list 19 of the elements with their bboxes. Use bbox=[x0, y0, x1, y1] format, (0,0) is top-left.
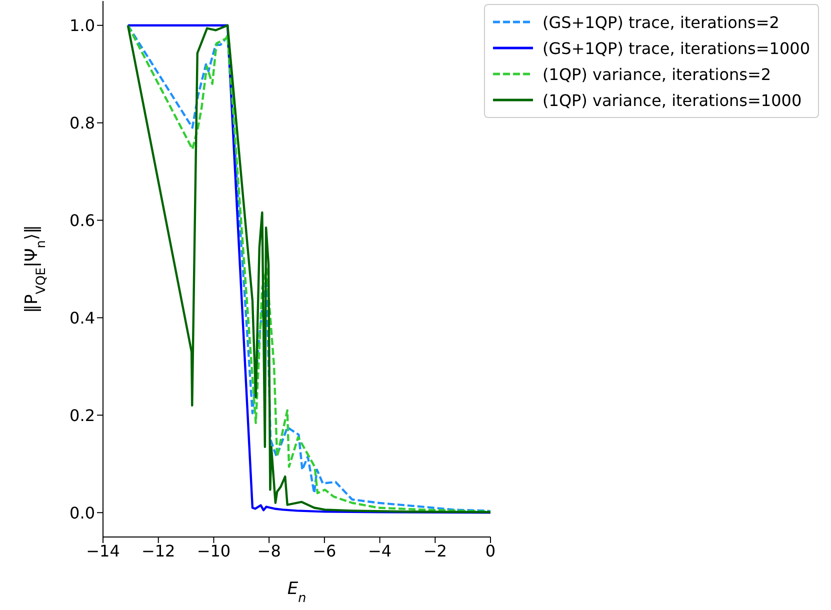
x-tick-label: −6 bbox=[312, 541, 336, 560]
y-tick-label: 0.8 bbox=[70, 114, 95, 132]
x-tick-label: 0 bbox=[485, 541, 496, 560]
x-tick-label: −8 bbox=[257, 541, 281, 560]
x-tick-label: −12 bbox=[141, 541, 176, 560]
x-axis-title: E$_{n}$ bbox=[287, 579, 306, 606]
legend-label: (1QP) variance, iterations=1000 bbox=[542, 90, 802, 110]
legend-label: (GS+1QP) trace, iterations=1000 bbox=[542, 38, 810, 58]
legend-label: (GS+1QP) trace, iterations=2 bbox=[542, 12, 780, 32]
x-tick-label: −2 bbox=[423, 541, 447, 560]
x-tick-label: −14 bbox=[86, 541, 120, 560]
y-tick-label: 0.0 bbox=[70, 503, 95, 522]
y-tick-label: 0.4 bbox=[70, 308, 95, 328]
x-tick-label: −10 bbox=[196, 541, 231, 560]
y-tick-label: 1.0 bbox=[70, 16, 95, 36]
legend-label: (1QP) variance, iterations=2 bbox=[542, 64, 772, 84]
y-tick-label: 0.2 bbox=[70, 406, 95, 425]
y-tick-label: 0.6 bbox=[70, 210, 95, 230]
x-tick-label: −4 bbox=[368, 541, 392, 560]
